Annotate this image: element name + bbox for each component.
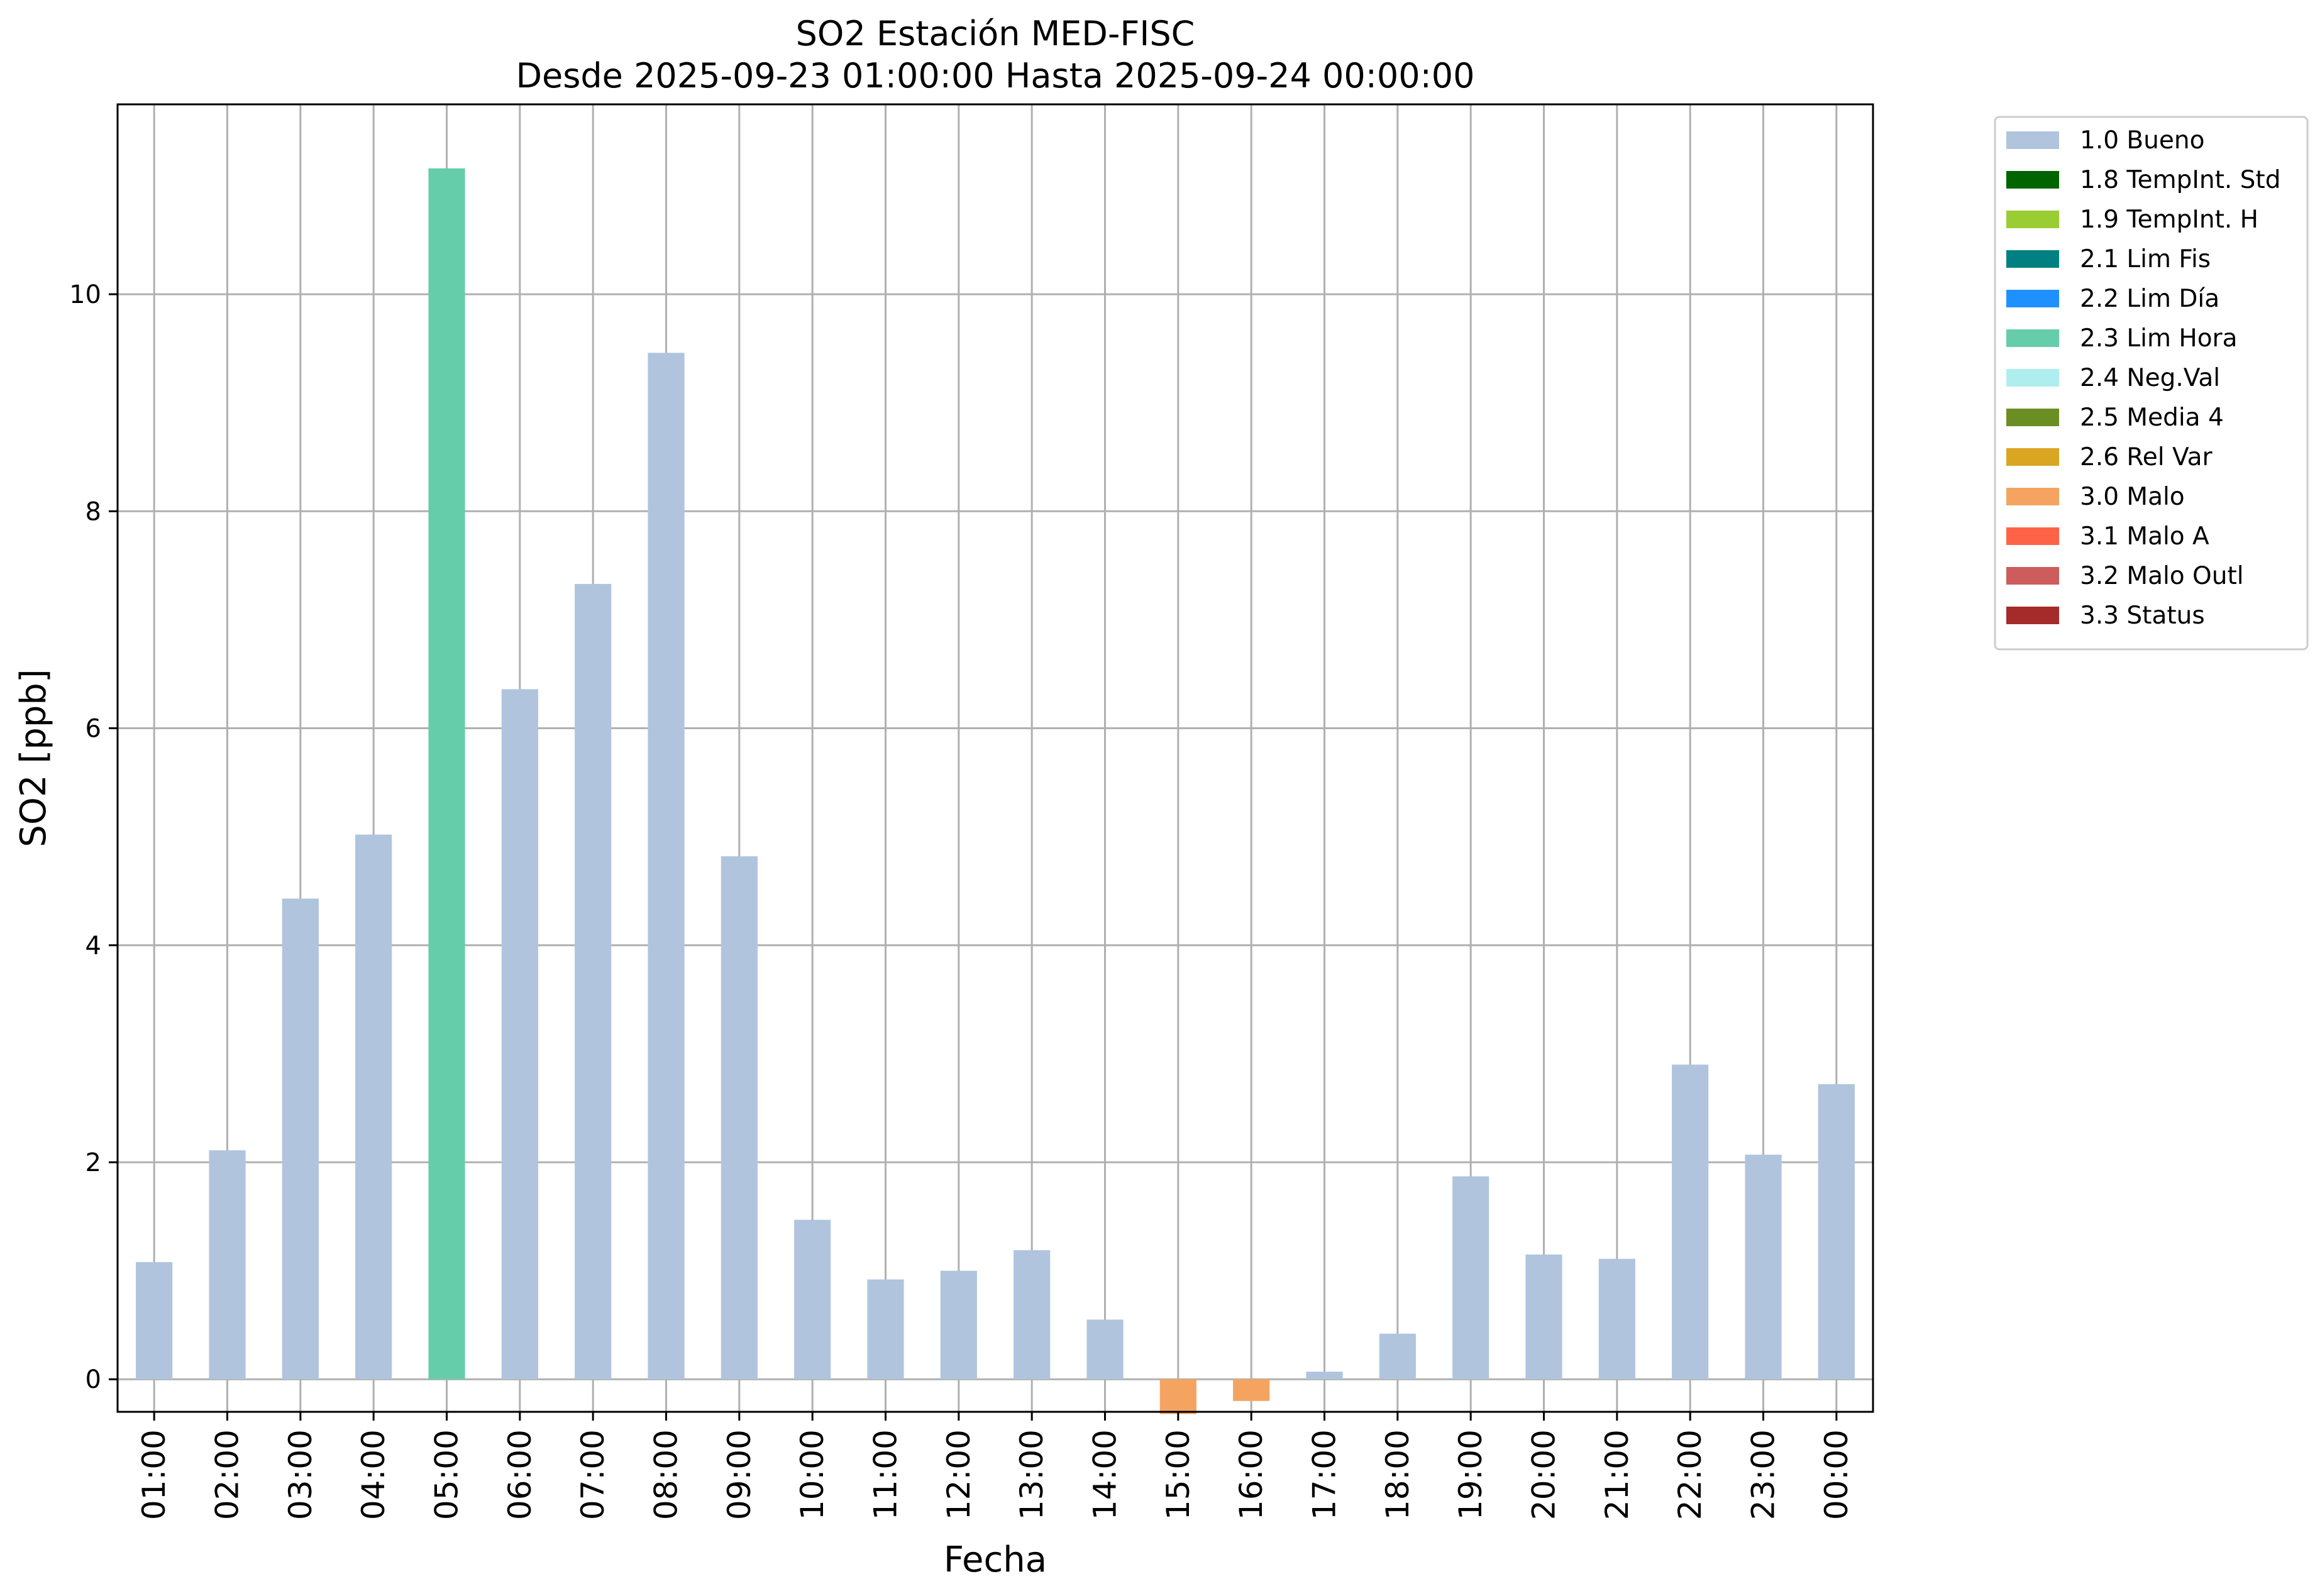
legend-label: 2.3 Lim Hora bbox=[2080, 324, 2238, 353]
legend-swatch bbox=[2006, 329, 2059, 347]
bars bbox=[136, 168, 1855, 1414]
bar-0200 bbox=[209, 1150, 246, 1380]
x-tick-label: 03:00 bbox=[282, 1429, 319, 1520]
bar-0000 bbox=[1818, 1084, 1855, 1380]
x-tick-label: 09:00 bbox=[721, 1429, 758, 1520]
legend-label: 2.2 Lim Día bbox=[2080, 285, 2219, 313]
y-tick-label: 6 bbox=[86, 715, 101, 744]
y-tick-label: 2 bbox=[86, 1148, 101, 1177]
legend-label: 3.2 Malo Outl bbox=[2080, 562, 2244, 590]
x-tick-label: 23:00 bbox=[1745, 1429, 1782, 1520]
bar-2000 bbox=[1525, 1254, 1562, 1380]
x-tick-label: 14:00 bbox=[1087, 1429, 1124, 1520]
legend-label: 2.4 Neg.Val bbox=[2080, 364, 2220, 392]
x-tick-label: 18:00 bbox=[1379, 1429, 1416, 1520]
legend-swatch bbox=[2006, 567, 2059, 585]
legend-swatch bbox=[2006, 448, 2059, 466]
x-tick-label: 12:00 bbox=[941, 1429, 977, 1520]
x-tick-label: 19:00 bbox=[1452, 1429, 1489, 1520]
bar-0800 bbox=[648, 353, 685, 1380]
x-axis-ticks: 01:00 02:00 03:00 04:00 05:00 06:00 07:00 08:00… bbox=[136, 1412, 1855, 1520]
legend-swatch bbox=[2006, 171, 2059, 189]
x-tick-label: 22:00 bbox=[1672, 1429, 1708, 1520]
x-tick-label: 01:00 bbox=[136, 1429, 172, 1520]
legend-label: 2.5 Media 4 bbox=[2080, 404, 2224, 432]
y-tick-label: 10 bbox=[69, 280, 101, 309]
legend-swatch bbox=[2006, 488, 2059, 505]
bar-0100 bbox=[136, 1262, 173, 1380]
legend-label: 3.3 Status bbox=[2080, 602, 2205, 630]
y-axis-label: SO2 [ppb] bbox=[13, 669, 54, 847]
x-tick-label: 11:00 bbox=[868, 1429, 904, 1520]
x-tick-label: 07:00 bbox=[575, 1429, 611, 1520]
bar-2300 bbox=[1745, 1154, 1782, 1380]
legend-label: 3.1 Malo A bbox=[2080, 522, 2209, 551]
x-axis-label: Fecha bbox=[944, 1539, 1047, 1580]
legend-label: 3.0 Malo bbox=[2080, 483, 2185, 511]
bar-1900 bbox=[1452, 1176, 1489, 1380]
x-tick-label: 21:00 bbox=[1599, 1429, 1635, 1520]
legend-swatch bbox=[2006, 607, 2059, 624]
bar-1000 bbox=[794, 1219, 831, 1380]
legend-box bbox=[1994, 116, 2309, 651]
plot-frame bbox=[116, 103, 1874, 1413]
x-tick-label: 00:00 bbox=[1818, 1429, 1855, 1520]
bar-1700 bbox=[1306, 1372, 1343, 1380]
bar-0300 bbox=[282, 898, 319, 1380]
legend-swatch bbox=[2006, 369, 2059, 387]
y-tick-label: 4 bbox=[86, 932, 101, 960]
x-tick-label: 20:00 bbox=[1526, 1429, 1562, 1520]
bar-2100 bbox=[1598, 1258, 1635, 1380]
y-tick-label: 8 bbox=[86, 497, 101, 526]
bar-1600 bbox=[1233, 1379, 1270, 1401]
bar-1100 bbox=[867, 1279, 904, 1380]
legend-swatch bbox=[2006, 527, 2059, 545]
x-tick-label: 02:00 bbox=[209, 1429, 246, 1520]
legend-swatch bbox=[2006, 211, 2059, 228]
bar-1200 bbox=[940, 1270, 977, 1380]
legend-label: 2.6 Rel Var bbox=[2080, 443, 2213, 471]
x-tick-label: 15:00 bbox=[1160, 1429, 1196, 1520]
bar-0400 bbox=[355, 834, 392, 1380]
chart-title: SO2 Estación MED-FISC bbox=[796, 14, 1195, 53]
legend-swatch bbox=[2006, 250, 2059, 268]
bar-2200 bbox=[1672, 1064, 1709, 1380]
bar-1500 bbox=[1159, 1379, 1196, 1414]
bar-0500 bbox=[428, 168, 465, 1380]
legend-swatch bbox=[2006, 409, 2059, 426]
bar-0700 bbox=[575, 583, 612, 1380]
bar-1800 bbox=[1379, 1333, 1416, 1380]
legend-label: 1.0 Bueno bbox=[2080, 126, 2204, 155]
x-tick-label: 17:00 bbox=[1307, 1429, 1343, 1520]
bar-1400 bbox=[1086, 1319, 1124, 1380]
legend-label: 2.1 Lim Fis bbox=[2080, 245, 2211, 273]
y-axis-ticks: 0 2 4 6 8 10 bbox=[69, 280, 118, 1394]
x-tick-label: 06:00 bbox=[502, 1429, 538, 1520]
y-tick-label: 0 bbox=[86, 1365, 101, 1394]
legend-label: 1.8 TempInt. Std bbox=[2080, 166, 2280, 194]
x-tick-label: 16:00 bbox=[1233, 1429, 1269, 1520]
legend-swatch bbox=[2006, 290, 2059, 307]
legend-swatch bbox=[2006, 131, 2059, 149]
bar-0600 bbox=[501, 689, 538, 1380]
bar-0900 bbox=[721, 856, 758, 1380]
x-tick-label: 05:00 bbox=[429, 1429, 465, 1520]
x-tick-label: 10:00 bbox=[794, 1429, 831, 1520]
bar-1300 bbox=[1014, 1250, 1051, 1380]
x-tick-label: 04:00 bbox=[355, 1429, 392, 1520]
legend-label: 1.9 TempInt. H bbox=[2080, 206, 2258, 234]
x-tick-label: 08:00 bbox=[648, 1429, 685, 1520]
legend: 1.0 Bueno 1.8 TempInt. Std 1.9 TempInt. H 2… bbox=[1994, 116, 2309, 651]
chart-subtitle: Desde 2025-09-23 01:00:00 Hasta 2025-09-… bbox=[516, 56, 1474, 96]
x-tick-label: 13:00 bbox=[1014, 1429, 1050, 1520]
